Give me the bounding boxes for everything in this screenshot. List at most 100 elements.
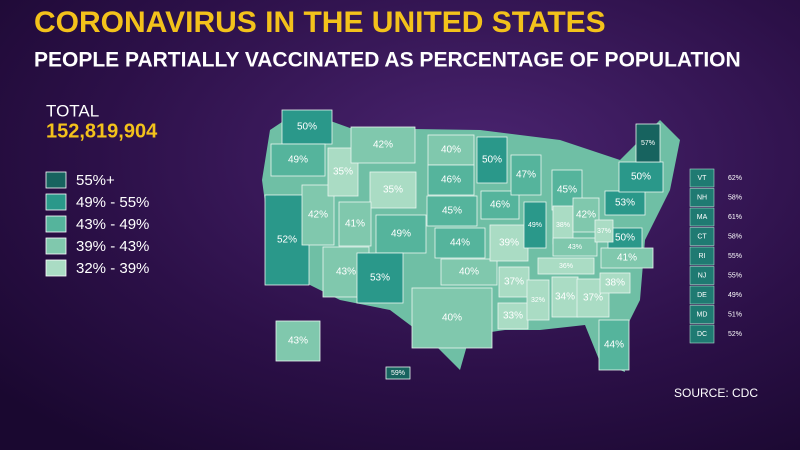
state-label: 38% [605, 278, 625, 289]
state [604, 190, 646, 216]
sidebar-value: 49% [728, 292, 742, 299]
state-label: 42% [576, 210, 596, 221]
state [350, 126, 416, 164]
state [275, 320, 321, 362]
state-label: 57% [641, 140, 655, 147]
state [476, 136, 508, 184]
state [498, 266, 530, 298]
sidebar-value: 55% [728, 253, 742, 260]
legend-label: 49% - 55% [76, 194, 149, 211]
sidebar-cell [689, 207, 715, 227]
state-label: 41% [617, 253, 637, 264]
state [537, 257, 595, 275]
sidebar-state: VT [698, 175, 708, 182]
state-label: 50% [615, 233, 635, 244]
sidebar-value: 58% [728, 194, 742, 201]
state [552, 237, 598, 257]
sidebar-value: 51% [728, 311, 742, 318]
legend: 55%+ 49% - 55% 43% - 49% 39% - 43% 32% - 39% [45, 171, 149, 277]
state [369, 171, 417, 209]
sidebar-value: 55% [728, 272, 742, 279]
state [480, 190, 520, 220]
state [440, 258, 498, 286]
title: CORONAVIRUS IN THE UNITED STATES [34, 6, 606, 39]
legend-swatch [45, 171, 67, 189]
state-label: 53% [615, 198, 635, 209]
state [385, 366, 411, 380]
state-label: 45% [442, 206, 462, 217]
state [599, 272, 631, 294]
state [427, 164, 475, 196]
sidebar-cell [689, 285, 715, 305]
state [635, 123, 661, 163]
state [489, 224, 529, 262]
state-label: 42% [373, 140, 393, 151]
sidebar-state: CT [697, 233, 707, 240]
state-label: 43% [288, 336, 308, 347]
state [281, 109, 333, 145]
state [426, 195, 478, 227]
state-label: 52% [277, 235, 297, 246]
legend-label: 32% - 39% [76, 260, 149, 277]
state-label: 32% [531, 297, 545, 304]
state-label: 33% [503, 311, 523, 322]
sidebar-cell [689, 266, 715, 285]
map: 50% 49% 52% 42% 35% 42% 35% 41% 43% 49% 53% 40% 46% 4… [264, 109, 664, 380]
sidebar-cell [689, 324, 715, 344]
state-label: 35% [383, 185, 403, 196]
state-label: 40% [441, 145, 461, 156]
state [510, 154, 542, 196]
sidebar-value: 58% [728, 233, 742, 240]
state [618, 161, 664, 193]
state [598, 319, 630, 371]
legend-label: 43% - 49% [76, 216, 149, 233]
state-label: 36% [559, 263, 573, 270]
sidebar-cell [689, 246, 715, 266]
sidebar-state: NH [697, 194, 707, 201]
sidebar-state: RI [699, 253, 706, 260]
sidebar-cell [689, 305, 715, 324]
legend-label: 39% - 43% [76, 238, 149, 255]
state-label: 43% [336, 267, 356, 278]
state-label: 50% [297, 122, 317, 133]
state-label: 37% [597, 228, 611, 235]
state-label: 38% [556, 222, 570, 229]
state-label: 49% [391, 229, 411, 240]
state-label: 53% [370, 273, 390, 284]
legend-swatch [45, 237, 67, 255]
sidebar-state: DE [697, 292, 707, 299]
state-label: 50% [631, 172, 651, 183]
sidebar-cell [689, 188, 715, 207]
state-label: 49% [528, 222, 542, 229]
state [497, 302, 529, 330]
state-label: 40% [459, 267, 479, 278]
subtitle: PEOPLE PARTIALLY VACCINATED AS PERCENTAG… [34, 49, 741, 72]
state [594, 219, 614, 243]
state-label: 44% [604, 340, 624, 351]
sidebar-state: MA [697, 214, 708, 221]
state-label: 40% [442, 313, 462, 324]
state-label: 37% [504, 277, 524, 288]
state [551, 276, 579, 318]
sidebar-value: 52% [728, 331, 742, 338]
sidebar: VT 62% NH 58% MA 61% CT 58% RI 55% NJ 55% DE 49% MD 51%… [689, 168, 742, 344]
sidebar-cell [689, 168, 715, 188]
state-label: 41% [345, 219, 365, 230]
sidebar-value: 62% [728, 175, 742, 182]
state-label: 42% [308, 210, 328, 221]
state [523, 201, 547, 249]
legend-swatch [45, 193, 67, 211]
sidebar-state: DC [697, 331, 707, 338]
sidebar-value: 61% [728, 214, 742, 221]
state-label: 43% [568, 244, 582, 251]
sidebar-state: NJ [698, 272, 707, 279]
state [356, 252, 404, 304]
state [270, 143, 326, 177]
legend-swatch [45, 259, 67, 277]
state-label: 59% [391, 370, 405, 377]
legend-label: 55%+ [76, 172, 115, 189]
total-value: 152,819,904 [46, 120, 158, 142]
sidebar-cell [689, 227, 715, 246]
state [411, 287, 493, 349]
